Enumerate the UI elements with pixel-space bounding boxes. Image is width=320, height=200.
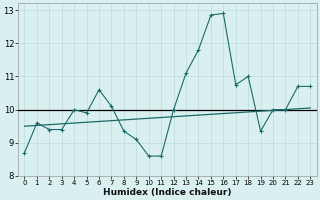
X-axis label: Humidex (Indice chaleur): Humidex (Indice chaleur)	[103, 188, 232, 197]
